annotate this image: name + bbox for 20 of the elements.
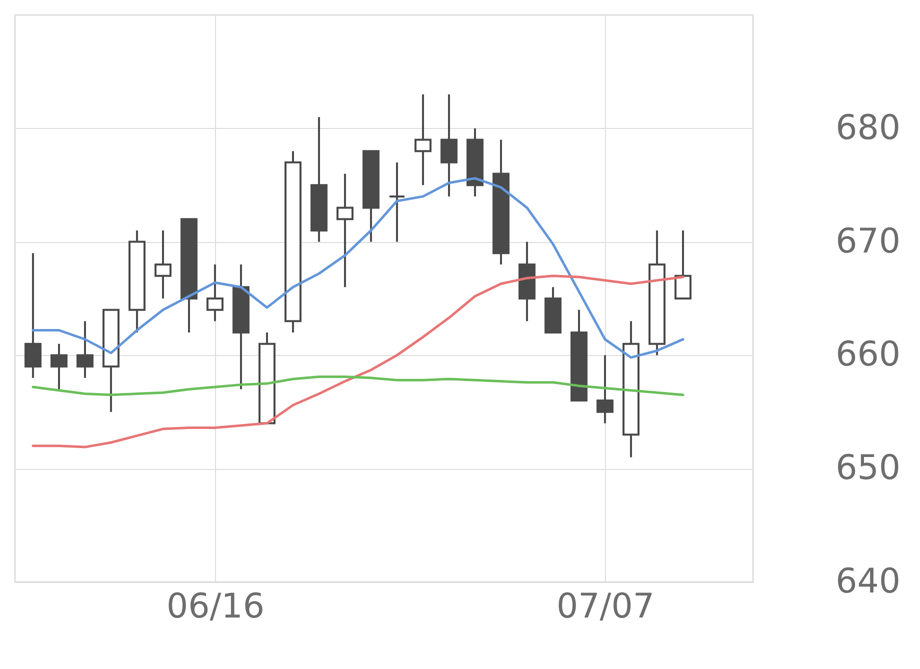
x-tick-label: 06/16: [166, 586, 264, 626]
candlestick: [388, 161, 406, 243]
candlestick: [596, 354, 614, 424]
candlestick: [206, 263, 224, 322]
y-tick-label: 640: [836, 562, 900, 602]
candlestick: [24, 252, 42, 379]
candlestick: [76, 320, 94, 379]
x-tick-label: 07/07: [556, 586, 654, 626]
candlestick: [414, 93, 432, 186]
line-series: [32, 375, 684, 396]
candlestick: [50, 342, 68, 390]
candlestick: [154, 229, 172, 300]
candlestick: [674, 229, 692, 300]
y-tick-label: 670: [836, 221, 900, 262]
y-tick-label: 680: [836, 108, 900, 148]
candlestick: [336, 172, 354, 288]
line-series: [32, 177, 684, 359]
y-tick-label: 660: [836, 334, 900, 375]
candlestick: [440, 93, 458, 198]
y-tick-label: 650: [836, 448, 900, 488]
